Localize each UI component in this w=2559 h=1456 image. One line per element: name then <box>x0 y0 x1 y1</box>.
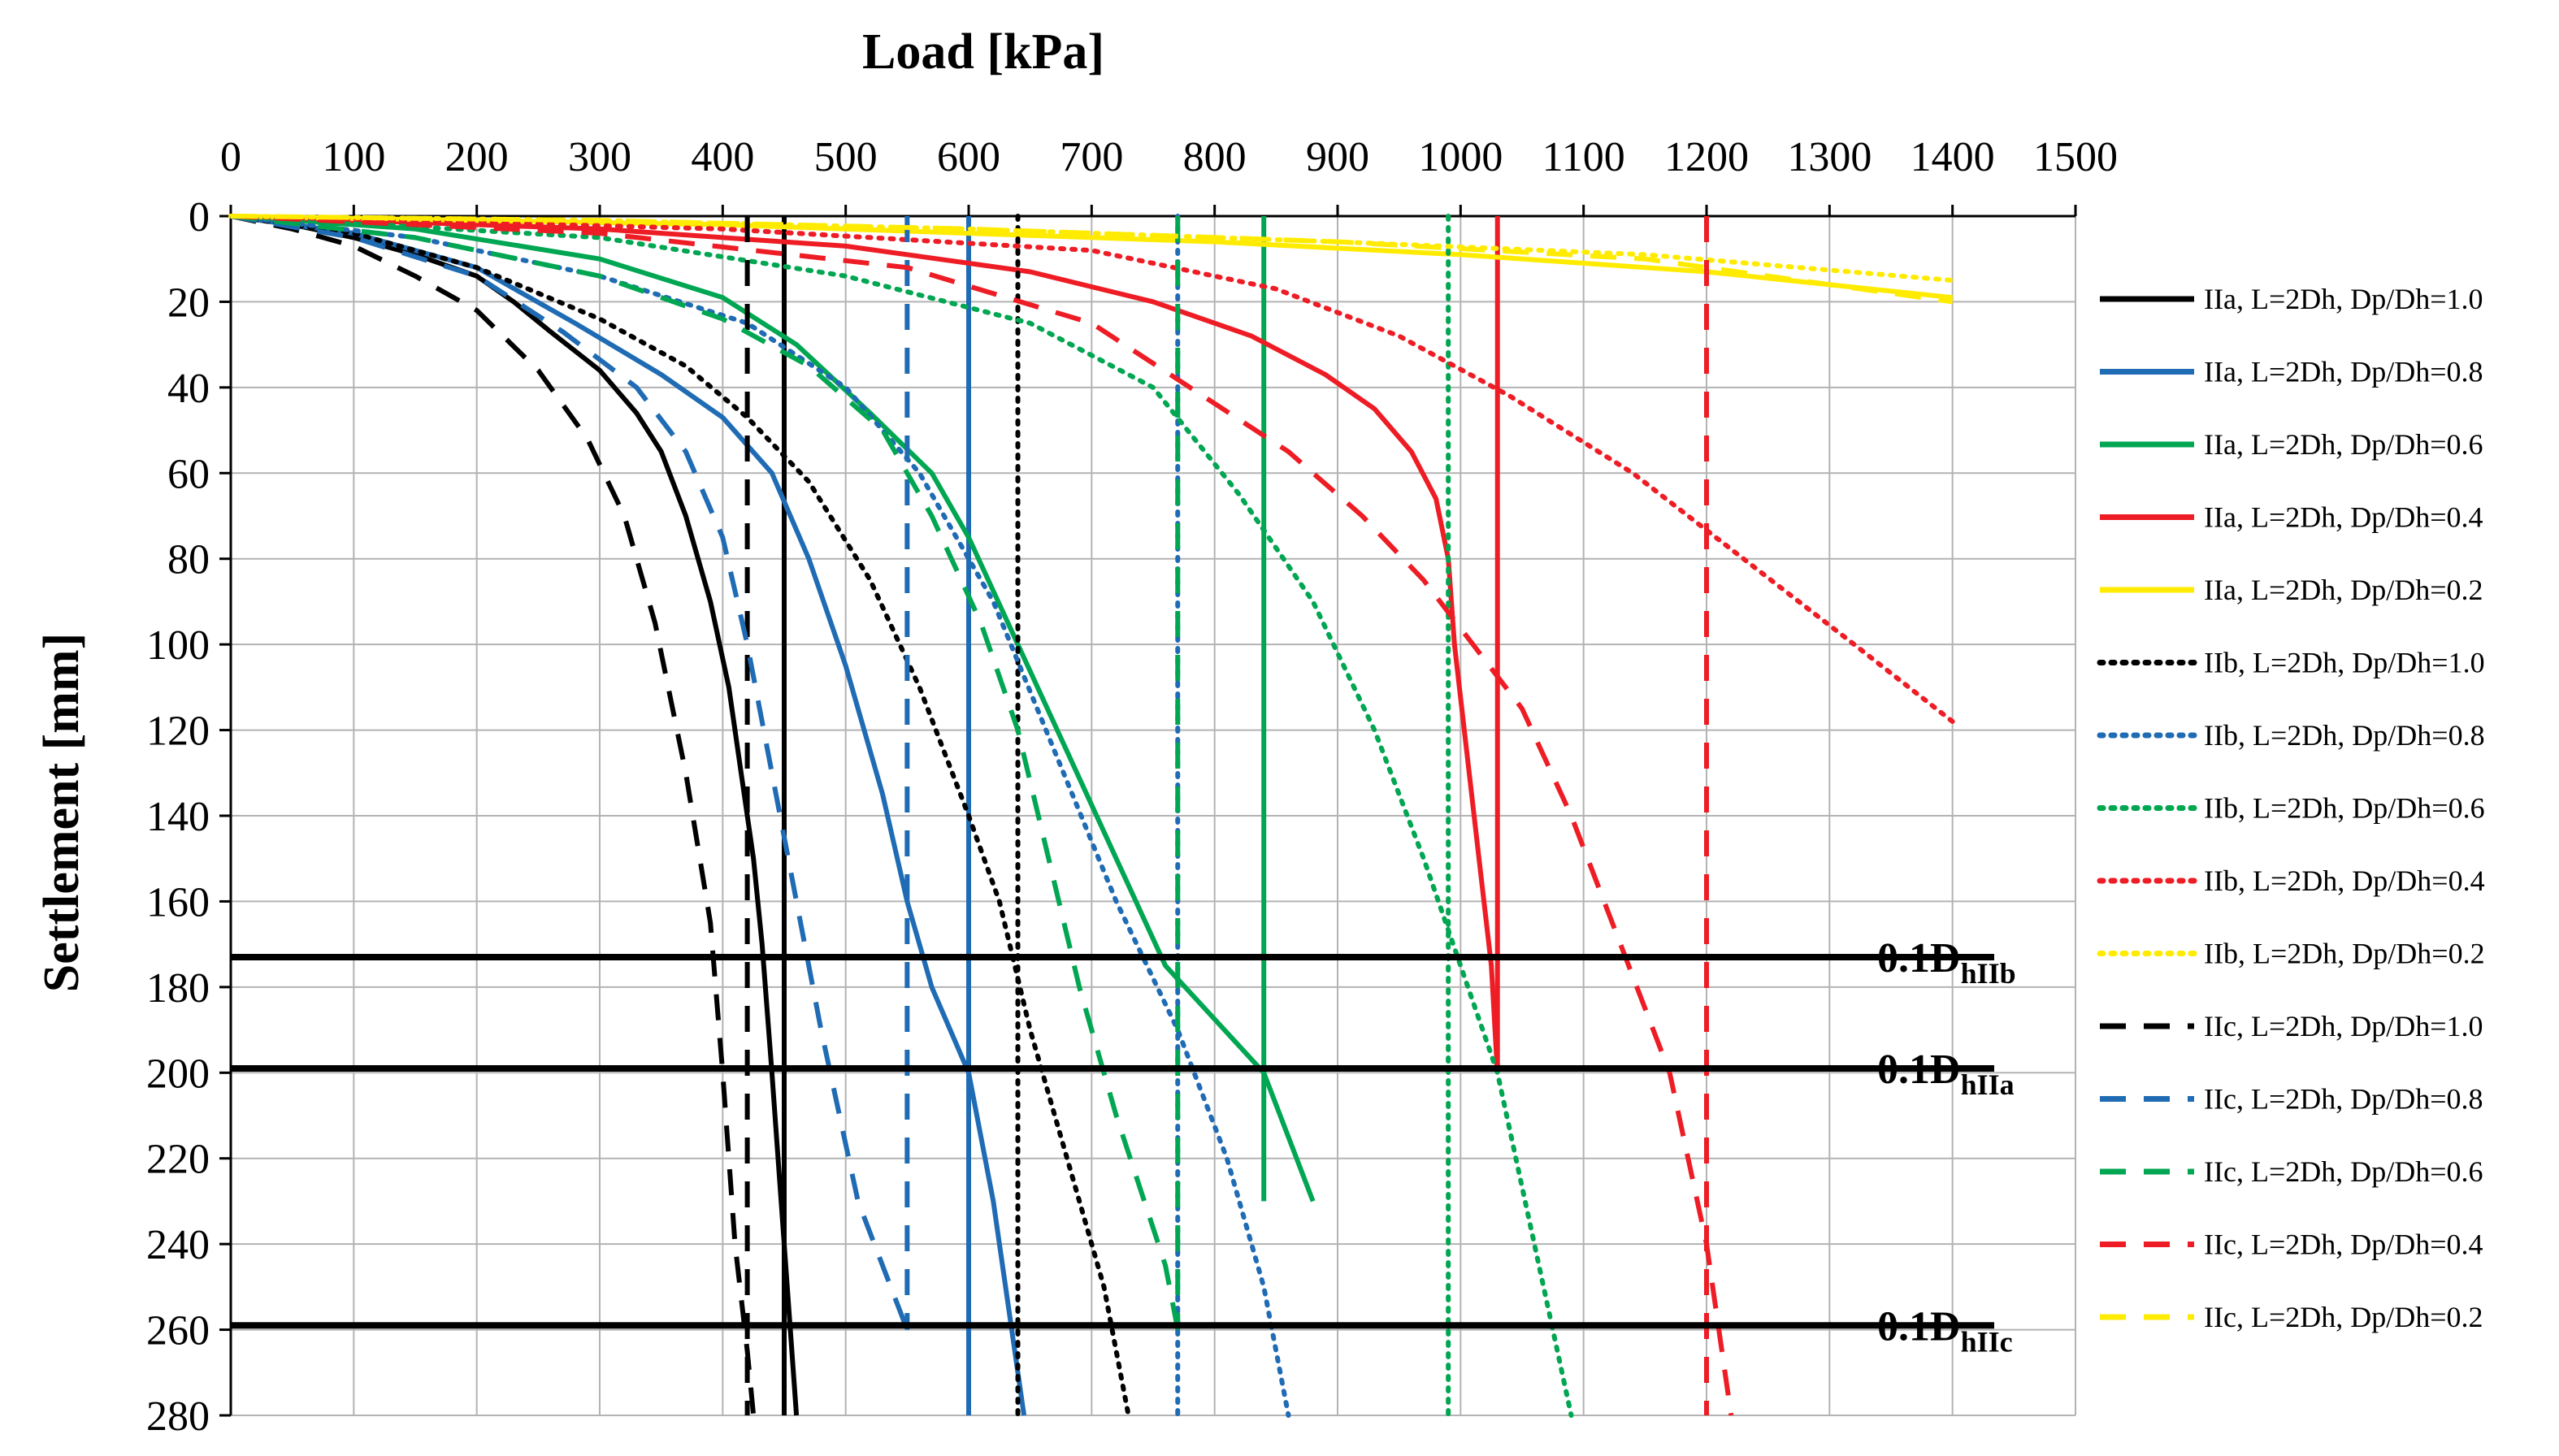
y-tick-label: 180 <box>146 965 210 1012</box>
series-line <box>230 214 1954 305</box>
reference-label-main: 0.1D <box>1877 1046 1961 1093</box>
legend-entry-5: IIa, L=2Dh, Dp/Dh=0.2 <box>2100 574 2483 606</box>
legend-entry-15: IIc, L=2Dh, Dp/Dh=0.2 <box>2100 1301 2483 1333</box>
legend-entry-12: IIc, L=2Dh, Dp/Dh=0.8 <box>2100 1083 2483 1116</box>
legend-label: IIa, L=2Dh, Dp/Dh=0.8 <box>2204 356 2483 388</box>
y-tick-label: 200 <box>146 1051 210 1097</box>
series-12 <box>230 214 910 1331</box>
x-tick-label: 700 <box>1060 134 1123 180</box>
series-line <box>230 214 1027 1416</box>
legend-label: IIb, L=2Dh, Dp/Dh=0.6 <box>2204 792 2485 825</box>
series-line <box>230 214 1734 1416</box>
x-tick-label: 600 <box>937 134 1000 180</box>
legend-label: IIb, L=2Dh, Dp/Dh=0.8 <box>2204 719 2485 752</box>
reference-label-main: 0.1D <box>1877 1303 1961 1350</box>
series-6 <box>228 214 1131 1418</box>
legend-label: IIa, L=2Dh, Dp/Dh=0.6 <box>2204 428 2483 461</box>
x-tick-label: 1400 <box>1911 134 1995 180</box>
x-tick-label: 1200 <box>1664 134 1749 180</box>
reference-label: 0.1DhIIc <box>1877 1303 2013 1358</box>
legend-entry-14: IIc, L=2Dh, Dp/Dh=0.4 <box>2100 1228 2483 1261</box>
x-tick-label: 500 <box>814 134 878 180</box>
x-tick-label: 800 <box>1183 134 1247 180</box>
series-14 <box>230 214 1734 1416</box>
legend-entry-11: IIc, L=2Dh, Dp/Dh=1.0 <box>2100 1010 2483 1042</box>
legend-label: IIc, L=2Dh, Dp/Dh=0.4 <box>2204 1228 2483 1261</box>
legend-entry-3: IIa, L=2Dh, Dp/Dh=0.6 <box>2100 428 2483 461</box>
series-line <box>230 214 1181 1331</box>
x-tick-label: 1300 <box>1787 134 1872 180</box>
legend-label: IIc, L=2Dh, Dp/Dh=0.6 <box>2204 1155 2483 1188</box>
y-tick-label: 160 <box>146 879 210 925</box>
chart-title: Load [kPa] <box>862 24 1104 80</box>
series-4 <box>230 214 1500 1073</box>
legend-label: IIa, L=2Dh, Dp/Dh=1.0 <box>2204 283 2483 315</box>
y-tick-label: 140 <box>146 794 210 840</box>
y-tick-label: 260 <box>146 1308 210 1354</box>
legend-label: IIc, L=2Dh, Dp/Dh=1.0 <box>2204 1010 2483 1042</box>
y-tick-label: 120 <box>146 708 210 755</box>
x-tick-label: 100 <box>322 134 385 180</box>
legend-entry-6: IIb, L=2Dh, Dp/Dh=1.0 <box>2097 647 2485 679</box>
legend-entry-1: IIa, L=2Dh, Dp/Dh=1.0 <box>2100 283 2483 315</box>
y-tick-label: 20 <box>167 280 210 326</box>
x-tick-label: 200 <box>445 134 509 180</box>
legend-entry-4: IIa, L=2Dh, Dp/Dh=0.4 <box>2100 501 2483 534</box>
series-line <box>228 214 1131 1418</box>
legend-entry-8: IIb, L=2Dh, Dp/Dh=0.6 <box>2097 792 2485 825</box>
legend-label: IIa, L=2Dh, Dp/Dh=0.4 <box>2204 501 2483 534</box>
series-line <box>230 214 1500 1073</box>
plot-area: 0 100 200 300 400 500 600 700 800 900 1000 1100 1200… <box>146 134 2118 1440</box>
y-tick-label: 280 <box>146 1393 210 1440</box>
y-tick-label: 60 <box>167 451 210 497</box>
y-axis-label: Settlement [mm] <box>34 633 89 992</box>
y-tick-label: 40 <box>167 366 210 412</box>
legend-entry-7: IIb, L=2Dh, Dp/Dh=0.8 <box>2097 719 2485 752</box>
x-tick-label: 900 <box>1306 134 1369 180</box>
legend-entry-13: IIc, L=2Dh, Dp/Dh=0.6 <box>2100 1155 2483 1188</box>
y-tick-label: 0 <box>189 194 210 240</box>
series-3 <box>230 214 1316 1202</box>
legend-label: IIb, L=2Dh, Dp/Dh=0.4 <box>2204 864 2485 897</box>
series-line <box>230 214 757 1416</box>
reference-label-subscript: hIIb <box>1961 957 2016 990</box>
legend-label: IIb, L=2Dh, Dp/Dh=0.2 <box>2204 938 2485 970</box>
legend: IIa, L=2Dh, Dp/Dh=1.0 IIa, L=2Dh, Dp/Dh=0… <box>2097 283 2485 1333</box>
legend-label: IIb, L=2Dh, Dp/Dh=1.0 <box>2204 647 2485 679</box>
legend-entry-10: IIb, L=2Dh, Dp/Dh=0.2 <box>2097 938 2485 970</box>
series-8 <box>228 214 1574 1418</box>
reference-label: 0.1DhIIb <box>1877 935 2016 990</box>
reference-label-subscript: hIIc <box>1961 1325 2013 1358</box>
reference-label-main: 0.1D <box>1877 935 1961 982</box>
series-15 <box>230 214 1954 305</box>
x-tick-label: 0 <box>220 134 241 180</box>
reference-label-subscript: hIIa <box>1961 1068 2015 1101</box>
legend-label: IIc, L=2Dh, Dp/Dh=0.2 <box>2204 1301 2483 1333</box>
y-ticks: 0 20 40 60 80 100 120 140 160 180 200 220 240 260 280 <box>146 194 231 1440</box>
y-tick-label: 80 <box>167 537 210 583</box>
y-tick-label: 100 <box>146 622 210 669</box>
legend-label: IIa, L=2Dh, Dp/Dh=0.2 <box>2204 574 2483 606</box>
reference-label: 0.1DhIIa <box>1877 1046 2015 1101</box>
series-line <box>228 214 1574 1418</box>
x-tick-label: 1100 <box>1542 134 1625 180</box>
x-tick-label: 1500 <box>2033 134 2118 180</box>
series-13 <box>230 214 1181 1331</box>
legend-entry-2: IIa, L=2Dh, Dp/Dh=0.8 <box>2100 356 2483 388</box>
legend-label: IIc, L=2Dh, Dp/Dh=0.8 <box>2204 1083 2483 1116</box>
x-tick-label: 400 <box>691 134 754 180</box>
x-ticks: 0 100 200 300 400 500 600 700 800 900 1000 1100 1200… <box>220 134 2118 216</box>
series-11 <box>230 214 757 1416</box>
series-layer <box>228 214 1955 1418</box>
x-tick-label: 1000 <box>1418 134 1503 180</box>
series-line <box>230 214 1316 1202</box>
legend-entry-9: IIb, L=2Dh, Dp/Dh=0.4 <box>2097 864 2485 897</box>
y-tick-label: 240 <box>146 1222 210 1268</box>
y-tick-label: 220 <box>146 1137 210 1183</box>
x-tick-label: 300 <box>568 134 631 180</box>
grid <box>230 215 2076 1416</box>
series-line <box>230 214 910 1331</box>
